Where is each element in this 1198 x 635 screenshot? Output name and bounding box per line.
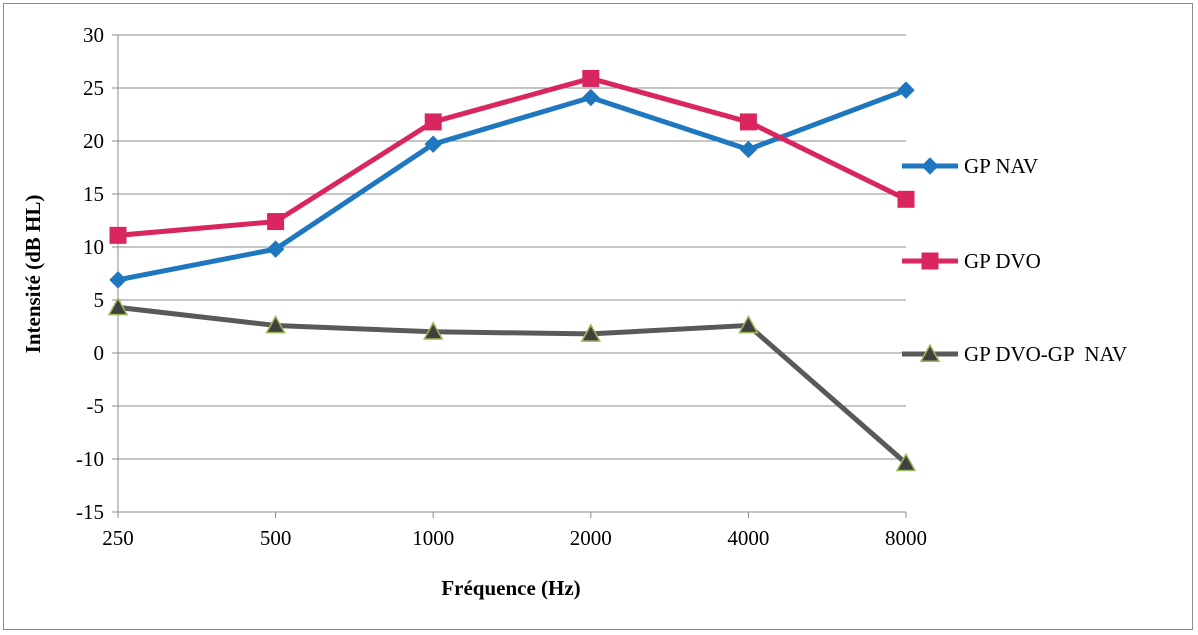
data-point (266, 240, 285, 258)
data-point (580, 323, 602, 342)
series-lines (115, 75, 909, 466)
data-point (265, 314, 286, 334)
data-point (738, 314, 759, 334)
legend-swatch-marker (921, 157, 939, 175)
x-tick-label: 1000 (412, 526, 454, 550)
y-tick-label: -10 (76, 447, 104, 471)
y-tick-label: 0 (94, 341, 105, 365)
series-markers (107, 69, 917, 472)
data-point (422, 321, 444, 340)
y-tick-label: 5 (94, 288, 105, 312)
legend-label: GP DVO (964, 249, 1041, 273)
y-tick-label: 30 (83, 23, 104, 47)
x-tick-label: 2000 (570, 526, 612, 550)
data-point (897, 81, 915, 99)
x-tick-labels: 250 500 1000 2000 4000 8000 (102, 526, 927, 550)
data-point (109, 226, 127, 244)
x-tick-label: 8000 (885, 526, 927, 550)
x-tick-label: 4000 (727, 526, 769, 550)
y-tick-label: -5 (87, 394, 105, 418)
legend-label: GP NAV (964, 154, 1038, 178)
data-point (267, 213, 285, 231)
data-point (739, 140, 758, 159)
data-point (424, 135, 442, 153)
data-point (895, 452, 917, 472)
series-line (115, 87, 909, 283)
data-point (424, 113, 442, 131)
y-tick-labels: 30 25 20 15 10 5 0 -5 -10 -15 (76, 23, 104, 524)
data-point (897, 190, 915, 208)
gridlines (118, 34, 906, 513)
data-point (109, 271, 127, 289)
x-axis-title: Fréquence (Hz) (441, 576, 580, 600)
legend: GP NAV GP DVO GP DVO-GP NAV (902, 154, 1127, 366)
legend-swatch-marker (921, 252, 939, 270)
y-tick-label: 15 (83, 182, 104, 206)
legend-label: GP DVO-GP NAV (964, 342, 1127, 366)
series-line (115, 75, 909, 238)
y-axis-title: Intensité (dB HL) (21, 195, 45, 354)
axes (112, 34, 907, 518)
y-tick-label: -15 (76, 500, 104, 524)
y-tick-label: 20 (83, 129, 104, 153)
x-tick-label: 250 (102, 526, 134, 550)
y-tick-label: 25 (83, 76, 104, 100)
legend-swatch-marker (919, 343, 941, 362)
data-point (582, 69, 600, 87)
y-tick-label: 10 (83, 235, 104, 259)
x-tick-label: 500 (260, 526, 292, 550)
series-line (115, 304, 909, 466)
data-point (107, 296, 129, 316)
data-point (582, 88, 600, 107)
data-point (739, 113, 757, 131)
